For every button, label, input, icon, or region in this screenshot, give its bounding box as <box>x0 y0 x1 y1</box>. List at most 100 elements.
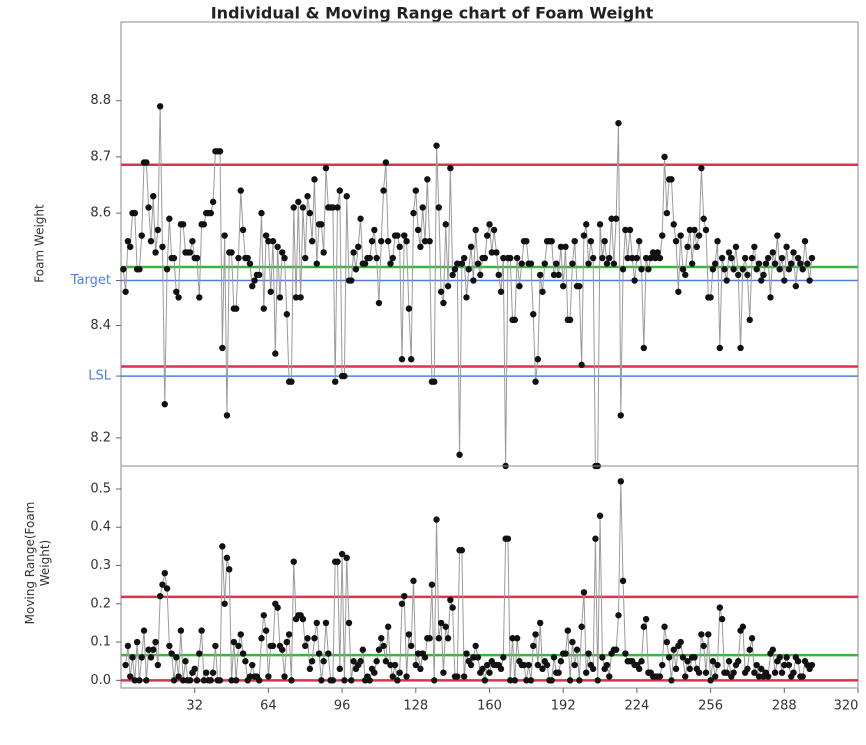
data-point <box>730 266 737 273</box>
data-point <box>384 237 392 245</box>
data-point <box>571 661 578 669</box>
data-point <box>131 677 139 684</box>
data-point <box>490 226 498 234</box>
data-point <box>299 204 307 211</box>
data-point <box>755 260 763 267</box>
data-point <box>714 237 721 245</box>
data-point <box>470 277 477 284</box>
data-point <box>661 153 668 161</box>
data-point <box>431 378 438 385</box>
data-point <box>716 604 724 611</box>
data-point <box>511 677 519 684</box>
data-point <box>320 249 327 256</box>
data-point <box>776 266 783 273</box>
data-point <box>431 677 438 684</box>
data-point <box>186 677 194 684</box>
data-point <box>382 658 390 665</box>
data-point <box>143 677 150 684</box>
data-point <box>619 266 627 273</box>
data-point <box>670 646 677 653</box>
data-point <box>207 677 215 684</box>
x-tick-label: 224 <box>624 699 649 714</box>
data-point <box>808 661 816 669</box>
data-point <box>668 176 675 183</box>
data-point <box>380 642 387 650</box>
data-point <box>221 600 228 607</box>
data-point <box>767 294 774 301</box>
data-point <box>465 266 472 273</box>
data-point <box>345 619 353 627</box>
data-point <box>235 254 242 262</box>
data-point <box>396 669 403 676</box>
data-point <box>244 254 251 262</box>
data-point <box>592 535 599 542</box>
data-point <box>203 669 210 676</box>
data-point <box>594 677 601 684</box>
data-point <box>419 204 426 211</box>
data-point <box>285 631 293 638</box>
data-point <box>421 237 429 245</box>
data-point <box>414 650 422 657</box>
data-point <box>302 254 309 262</box>
data-point <box>124 642 132 650</box>
data-point <box>463 650 470 657</box>
data-point <box>550 271 558 279</box>
data-point <box>794 658 802 665</box>
data-point <box>790 249 797 256</box>
y-tick-label: 8.7 <box>90 149 111 164</box>
data-point <box>375 646 383 653</box>
data-point <box>467 661 475 669</box>
data-point <box>433 516 440 523</box>
data-point <box>769 646 776 653</box>
data-point <box>311 635 318 642</box>
data-point <box>659 232 666 239</box>
data-point <box>249 661 256 669</box>
data-point <box>460 673 468 680</box>
data-point <box>156 592 164 600</box>
data-point <box>477 271 484 279</box>
data-point <box>200 677 208 684</box>
data-point <box>523 677 530 684</box>
data-point <box>251 277 258 284</box>
data-point <box>357 658 364 665</box>
data-point <box>718 615 726 623</box>
data-point <box>355 243 362 251</box>
data-point <box>695 669 703 676</box>
data-point <box>702 226 710 234</box>
data-point <box>391 661 399 669</box>
data-point <box>373 254 380 262</box>
data-point <box>500 254 507 262</box>
data-point <box>405 631 413 638</box>
data-point <box>599 654 606 661</box>
data-point <box>138 232 145 239</box>
data-point <box>497 288 505 295</box>
data-point <box>159 581 166 588</box>
data-point <box>424 176 431 183</box>
data-point <box>693 243 700 251</box>
data-point <box>783 654 790 661</box>
data-point <box>481 254 489 262</box>
data-point <box>778 669 786 676</box>
data-point <box>274 243 281 251</box>
data-point <box>497 665 505 673</box>
data-point <box>707 294 714 301</box>
data-point <box>262 232 270 239</box>
data-point <box>709 266 717 273</box>
data-point <box>396 243 403 251</box>
data-point <box>223 412 231 419</box>
data-point <box>380 187 387 194</box>
data-point <box>458 547 466 554</box>
data-point <box>334 558 341 565</box>
data-point <box>751 243 758 251</box>
data-point <box>412 661 419 669</box>
data-point <box>343 554 350 562</box>
data-point <box>583 221 590 228</box>
data-point <box>587 237 595 245</box>
data-point <box>449 271 456 279</box>
data-point <box>553 260 560 267</box>
data-point <box>723 669 730 676</box>
data-point <box>718 254 726 262</box>
data-point <box>154 226 162 234</box>
data-point <box>341 372 348 380</box>
data-point <box>304 635 311 642</box>
